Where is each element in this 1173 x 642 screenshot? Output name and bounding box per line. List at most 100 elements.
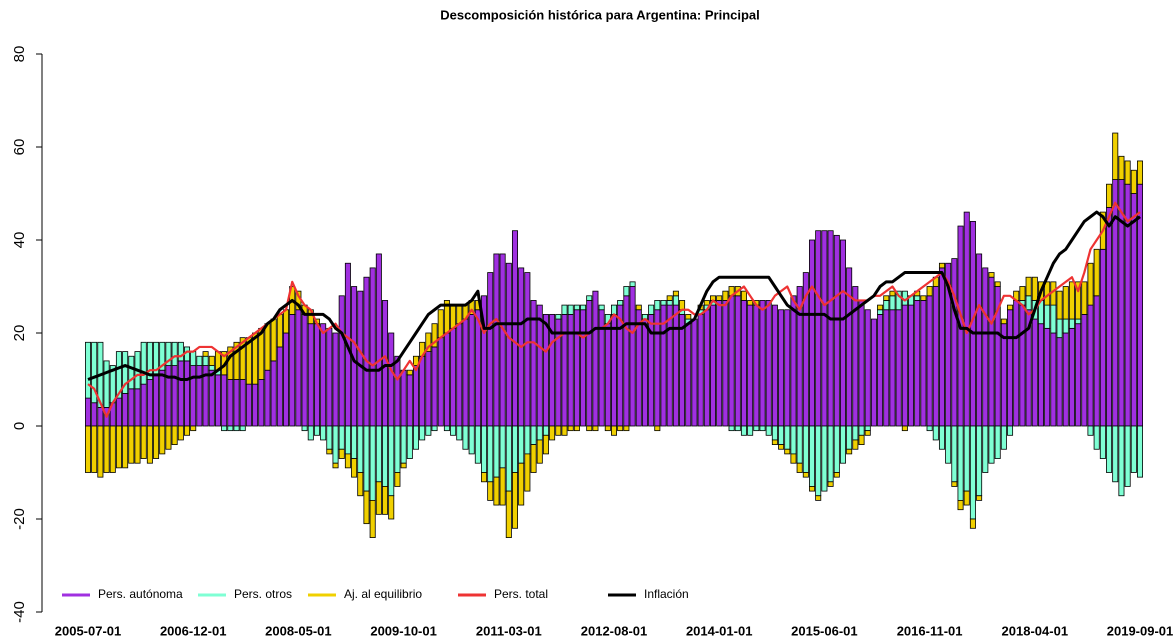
- bar-segment: [1137, 160, 1143, 185]
- legend-label: Pers. autónoma: [98, 587, 183, 601]
- bar-segment: [771, 425, 778, 441]
- bar-segment: [864, 309, 871, 427]
- bar-segment: [375, 481, 382, 515]
- bar-segment: [437, 309, 444, 339]
- bar-segment: [382, 486, 389, 515]
- bar-segment: [487, 425, 494, 483]
- bar-segment: [524, 425, 531, 455]
- chart-title: Descomposición histórica para Argentina:…: [440, 7, 760, 22]
- bar-segment: [827, 425, 834, 483]
- bar-segment: [505, 490, 512, 539]
- bar-segment: [740, 300, 747, 427]
- bar-segment: [889, 309, 896, 427]
- bar-segment: [190, 365, 197, 427]
- bar-segment: [159, 341, 166, 371]
- bar-segment: [654, 425, 661, 432]
- bar-segment: [140, 383, 147, 427]
- bar-segment: [474, 425, 481, 464]
- bar-segment: [524, 272, 531, 427]
- bar-segment: [839, 425, 846, 464]
- bar-segment: [604, 323, 611, 427]
- bar-segment: [561, 313, 568, 427]
- bar-segment: [914, 300, 921, 427]
- bar-segment: [561, 304, 568, 315]
- bar-segment: [660, 300, 667, 306]
- bar-segment: [864, 425, 871, 432]
- bar-segment: [97, 406, 104, 427]
- bar-segment: [1130, 193, 1137, 427]
- bar-segment: [790, 295, 797, 427]
- bar-segment: [951, 258, 958, 427]
- bar-segment: [462, 425, 469, 450]
- bar-segment: [270, 318, 277, 362]
- bar-segment: [784, 425, 791, 450]
- bar-segment: [586, 295, 593, 301]
- bar-segment: [357, 472, 364, 497]
- bar-segment: [499, 467, 506, 506]
- bar-segment: [511, 472, 518, 529]
- bar-segment: [326, 448, 333, 455]
- bar-segment: [394, 472, 401, 487]
- bar-segment: [146, 379, 153, 427]
- bar-segment: [474, 309, 481, 427]
- bar-segment: [332, 425, 339, 464]
- bar-segment: [802, 472, 809, 478]
- bar-segment: [481, 425, 488, 473]
- bar-segment: [233, 379, 240, 427]
- bar-segment: [895, 290, 902, 311]
- bar-segment: [617, 425, 624, 432]
- bar-segment: [716, 300, 723, 427]
- bar-segment: [963, 211, 970, 427]
- bar-segment: [351, 458, 358, 478]
- bar-segment: [239, 425, 246, 432]
- bar-segment: [146, 425, 153, 464]
- bar-segment: [1056, 337, 1063, 427]
- bar-segment: [313, 425, 320, 436]
- bar-segment: [809, 239, 816, 427]
- bar-segment: [450, 327, 457, 427]
- bar-segment: [406, 425, 413, 459]
- bar-segment: [938, 425, 945, 450]
- bar-segment: [703, 300, 710, 306]
- bar-segment: [1118, 155, 1125, 180]
- bar-segment: [611, 313, 617, 427]
- bar-segment: [586, 300, 593, 427]
- bar-segment: [1099, 425, 1106, 459]
- bar-segment: [1062, 286, 1069, 320]
- bar-segment: [400, 369, 407, 427]
- bar-segment: [530, 444, 537, 473]
- bar-segment: [1112, 132, 1119, 180]
- bar-segment: [400, 425, 407, 464]
- bar-segment: [406, 369, 413, 376]
- legend-label: Inflación: [644, 587, 689, 601]
- bar-segment: [697, 313, 704, 427]
- bar-segment: [1130, 425, 1137, 473]
- bar-segment: [815, 495, 822, 501]
- bar-segment: [326, 327, 333, 427]
- bar-segment: [252, 383, 259, 427]
- bar-segment: [790, 425, 797, 455]
- bar-segment: [1081, 313, 1088, 427]
- bar-segment: [623, 295, 630, 427]
- bar-segment: [1007, 304, 1014, 311]
- bar-segment: [412, 425, 419, 450]
- bar-segment: [988, 425, 995, 464]
- bar-segment: [1000, 425, 1007, 450]
- bar-segment: [487, 481, 494, 501]
- bar-segment: [938, 267, 945, 427]
- bar-segment: [394, 425, 401, 473]
- bar-segment: [375, 425, 382, 483]
- bar-segment: [159, 425, 166, 455]
- bar-segment: [425, 351, 432, 427]
- bar-segment: [357, 290, 364, 427]
- bar-segment: [623, 425, 630, 432]
- bar-segment: [388, 425, 395, 497]
- bar-segment: [592, 425, 599, 432]
- bar-segment: [177, 360, 184, 427]
- bar-segment: [1081, 281, 1088, 315]
- bar-segment: [320, 425, 327, 441]
- bar-segment: [870, 318, 877, 427]
- bar-segment: [957, 425, 964, 501]
- y-tick-label: 60: [11, 139, 28, 156]
